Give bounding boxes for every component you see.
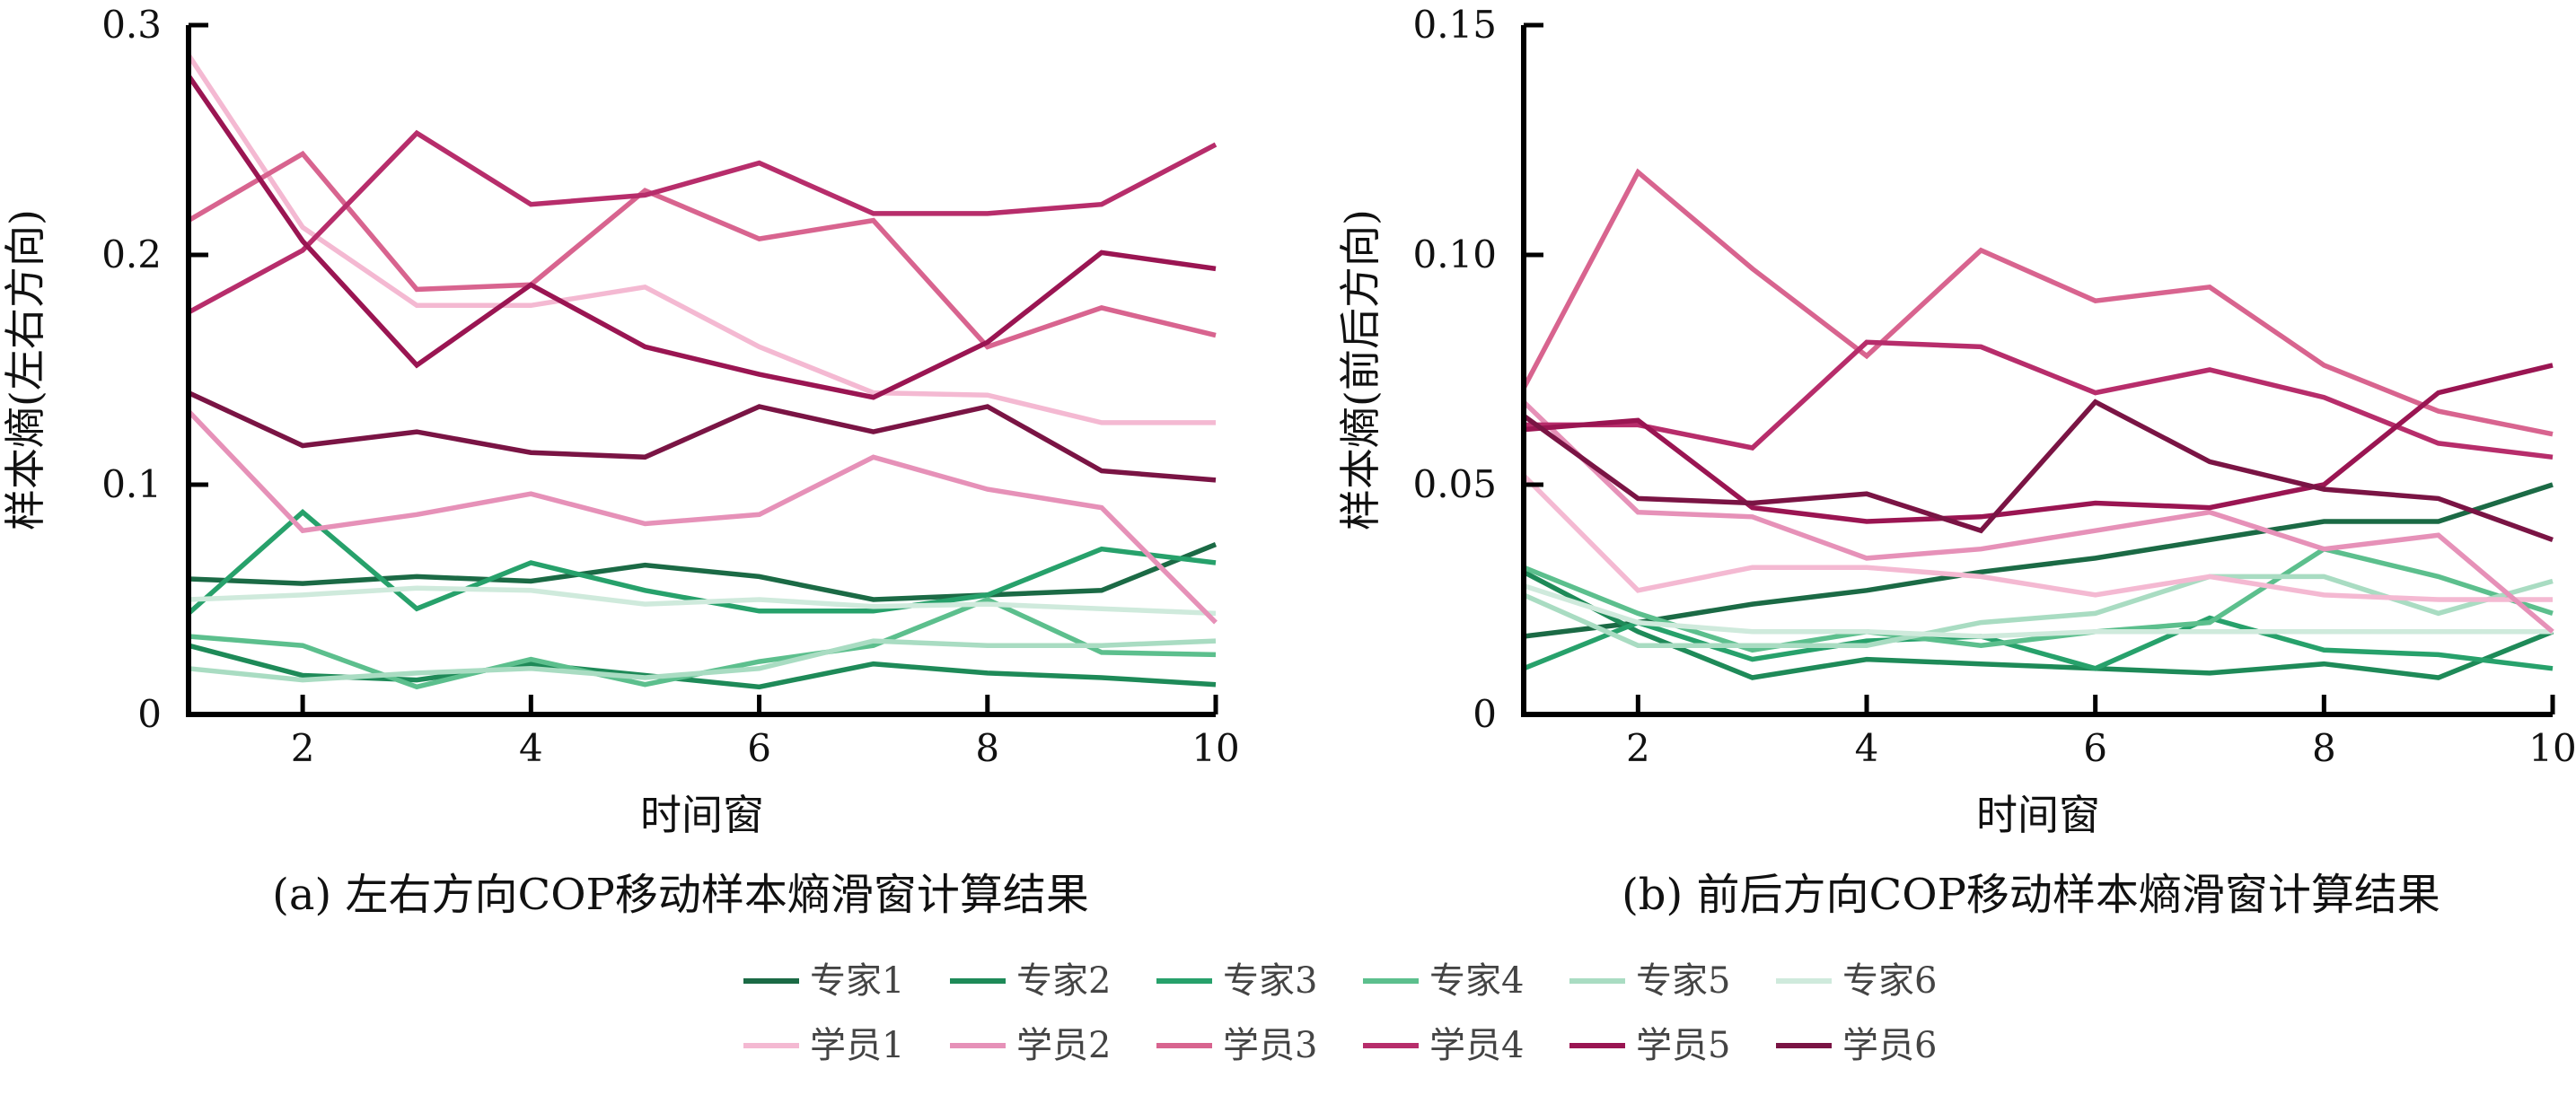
panel-b-x-axis-title: 时间窗	[1976, 791, 2100, 839]
panel-b-y-axis-title: 样本熵(前后方向)	[1336, 209, 1385, 530]
panel-b-series-line-8	[1522, 399, 2554, 634]
panel-a-x-tick-label: 8	[975, 726, 999, 770]
panel-b-series-line-7	[1522, 473, 2553, 602]
legend-label: 专家6	[1842, 960, 1937, 1002]
legend-label: 学员6	[1842, 1025, 1937, 1066]
legend-label: 专家1	[810, 960, 904, 1002]
panel-b-y-tick-label: 0.15	[1412, 3, 1497, 47]
panel-a-series-line-10	[187, 129, 1218, 315]
panel-b-y-tick-label: 0.05	[1412, 462, 1497, 506]
legend-label: 学员1	[810, 1025, 904, 1066]
legend-item: 专家6	[1776, 960, 1937, 1002]
panel-b-x-tick-label: 4	[1855, 726, 1879, 770]
panel-a-series-line-5	[188, 638, 1217, 683]
legend-item: 专家5	[1569, 960, 1730, 1002]
panel-b-series-line-11	[1523, 363, 2554, 524]
panel-a-x-tick-label: 4	[519, 726, 543, 770]
panel-b-series-line-9	[1521, 168, 2554, 437]
legend: 专家1 专家2 专家3 专家4 专家5 专家6 学员1 学员2 学员3 学员4 学员5 学员6	[743, 960, 1937, 1066]
panel-b-series-line-3	[1522, 615, 2554, 671]
panel-a-x-tick-label: 10	[1191, 726, 1239, 770]
panel-b-x-tick-label: 8	[2312, 726, 2336, 770]
legend-label: 学员5	[1636, 1025, 1730, 1066]
panel-a-chart: 0 0.1 0.2 0.3 2 4 6 8 10 时间窗 样本熵(左右方向)	[1, 3, 1240, 839]
legend-item: 学员3	[1156, 1025, 1317, 1066]
panel-b-series-line-1	[1523, 482, 2554, 639]
panel-b-series-line-10	[1524, 339, 2554, 460]
panel-a-series-line-1	[188, 542, 1218, 602]
panel-a-series-line-9	[187, 150, 1217, 350]
panel-a-y-tick-label: 0.3	[101, 3, 162, 47]
legend-item: 学员4	[1363, 1025, 1524, 1066]
panel-a-y-tick-label: 0.2	[101, 232, 162, 276]
legend-label: 专家4	[1429, 960, 1524, 1002]
legend-label: 学员2	[1016, 1025, 1111, 1066]
panel-b-y-tick-label: 0	[1473, 692, 1497, 736]
legend-item: 专家3	[1156, 960, 1317, 1002]
panel-b-series-line-6	[1523, 583, 2553, 639]
panel-a-y-tick-label: 0	[137, 692, 162, 736]
panel-a-series-line-6	[188, 585, 1217, 617]
panel-a-series-line-8	[187, 409, 1218, 625]
legend-label: 学员4	[1429, 1025, 1524, 1066]
panel-a-y-axis-title: 样本熵(左右方向)	[1, 209, 49, 530]
legend-item: 专家4	[1363, 960, 1524, 1002]
panel-a-series-line-12	[187, 390, 1217, 483]
panel-a-series-line-2	[188, 643, 1217, 690]
panel-b-x-tick-label: 2	[1626, 726, 1650, 770]
panel-a-y-tick-label: 0.1	[101, 462, 162, 506]
panel-a-x-axis-title: 时间窗	[640, 791, 764, 839]
legend-item: 学员6	[1776, 1025, 1937, 1066]
panel-a-x-tick-label: 2	[291, 726, 315, 770]
legend-label: 学员3	[1223, 1025, 1317, 1066]
panel-b-series-line-4	[1522, 546, 2554, 653]
panel-b-series-line-12	[1522, 399, 2554, 542]
panel-a-series-line-7	[186, 53, 1216, 425]
panel-b-x-tick-label: 6	[2083, 726, 2107, 770]
panel-b-caption: (b) 前后方向COP移动样本熵滑窗计算结果	[1622, 870, 2440, 920]
legend-item: 专家2	[950, 960, 1111, 1002]
panel-a-series-line-11	[186, 74, 1217, 400]
legend-item: 学员5	[1569, 1025, 1730, 1066]
legend-label: 专家3	[1223, 960, 1317, 1002]
legend-item: 专家1	[743, 960, 904, 1002]
panel-b-chart: 0 0.05 0.10 0.15 2 4 6 8 10 时间窗 样本熵(前后方向)	[1336, 3, 2576, 839]
legend-label: 专家2	[1016, 960, 1111, 1002]
legend-item: 学员1	[743, 1025, 904, 1066]
panel-b-x-tick-label: 10	[2528, 726, 2576, 770]
panel-b-y-tick-label: 0.10	[1412, 232, 1497, 276]
panel-a-caption: (a) 左右方向COP移动样本熵滑窗计算结果	[272, 870, 1089, 920]
panel-a-x-tick-label: 6	[747, 726, 771, 770]
legend-label: 专家5	[1636, 960, 1730, 1002]
panel-b-series-line-2	[1522, 569, 2554, 680]
legend-item: 学员2	[950, 1025, 1111, 1066]
